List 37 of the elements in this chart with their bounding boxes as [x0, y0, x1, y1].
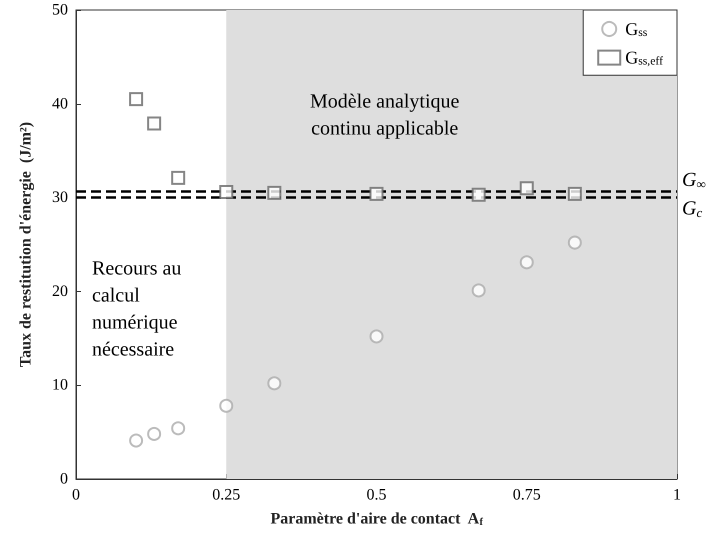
point — [147, 426, 162, 441]
y-axis-title: Taux de restitution d'énergie (J/m²) — [18, 122, 34, 368]
legend-label: Gss — [625, 19, 648, 40]
annotation: Recours au calcul numérique nécessaire — [92, 258, 182, 360]
legend-label: Gss,eff — [625, 48, 664, 68]
point — [568, 186, 582, 201]
point — [568, 236, 582, 250]
y-tick-label: 30 — [52, 189, 68, 206]
x-tick-label: 1 — [673, 486, 681, 504]
point — [520, 255, 534, 270]
y-tick-label: 0 — [60, 470, 68, 488]
point — [147, 116, 162, 130]
point — [219, 184, 234, 199]
point — [129, 434, 144, 448]
y-tick-label: 50 — [52, 2, 68, 18]
point — [171, 421, 186, 436]
ref-line-label: Gc — [682, 198, 702, 220]
point — [219, 398, 234, 413]
y-tick-label: 10 — [52, 376, 68, 394]
x-tick-label: 0.5 — [366, 486, 386, 504]
point — [267, 186, 282, 200]
point — [370, 329, 384, 344]
point — [171, 170, 186, 185]
annotation: Modèle analytique continu applicable — [310, 90, 460, 140]
point — [520, 181, 534, 196]
x-tick-label: 0.75 — [512, 486, 541, 504]
point — [472, 283, 486, 298]
point — [472, 188, 486, 202]
point — [370, 186, 384, 201]
x-tick-label: 0.25 — [212, 486, 240, 504]
x-tick-label: 0 — [72, 486, 80, 504]
y-tick-label: 40 — [52, 95, 68, 112]
point — [129, 92, 144, 106]
ref-line-label: G∞ — [682, 169, 706, 192]
point — [267, 376, 282, 390]
x-axis-title: Paramètre d'aire de contact Af — [270, 510, 484, 528]
y-tick-label: 20 — [52, 282, 68, 300]
